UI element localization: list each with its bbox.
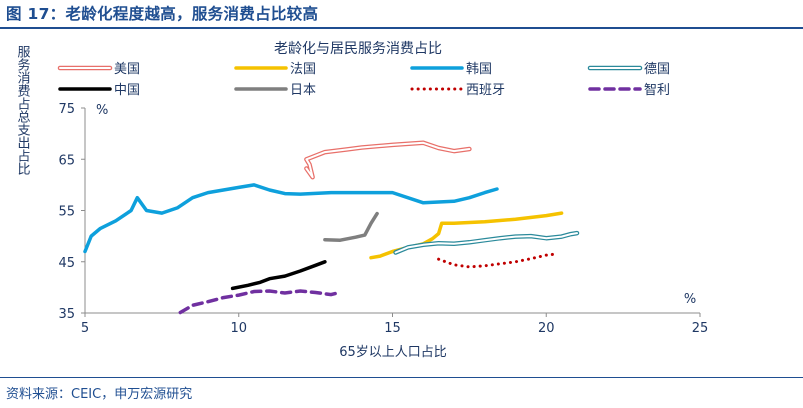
series-line-6 [437, 252, 557, 269]
y-tick-label: 55 [58, 205, 75, 220]
series-line-5 [323, 211, 379, 242]
y-tick-label: 65 [58, 153, 75, 168]
series-line-2 [83, 183, 499, 254]
x-tick-label: 15 [384, 321, 401, 336]
series-line-0 [304, 140, 472, 180]
series-line-1 [369, 211, 564, 260]
axis-ticks: 5 10 15 20 25 35 45 55 65 75 [58, 102, 708, 336]
legend-label-6: 西班牙 [466, 83, 505, 98]
legend-label-1: 法国 [290, 62, 316, 77]
series-line-4 [230, 260, 327, 291]
y-unit-label: % [96, 103, 108, 118]
x-unit-label: % [684, 292, 696, 307]
y-tick-label: 75 [58, 102, 75, 117]
legend-label-0: 美国 [114, 62, 140, 77]
y-tick-label: 45 [58, 256, 75, 271]
x-axis-label: 65岁以上人口占比 [339, 345, 447, 360]
series-group [83, 140, 580, 315]
y-tick-label: 35 [58, 307, 75, 322]
x-tick-label: 25 [692, 321, 709, 336]
figure-title: 图 17：老龄化程度越高，服务消费占比较高 [6, 5, 319, 23]
legend-label-5: 日本 [290, 83, 316, 98]
title-rule [0, 27, 803, 29]
legend-label-2: 韩国 [466, 62, 492, 77]
legend-label-7: 智利 [644, 83, 670, 98]
source-note: 资料来源：CEIC，申万宏源研究 [6, 387, 193, 402]
y-axis-label: 服务消费占总支出占比 [15, 45, 31, 176]
series-line-3 [393, 230, 580, 255]
legend-label-4: 中国 [114, 83, 140, 98]
legend-label-3: 德国 [644, 62, 670, 77]
x-tick-label: 10 [230, 321, 247, 336]
series-line-7 [178, 289, 339, 315]
footer-rule [0, 377, 803, 378]
x-tick-label: 20 [538, 321, 555, 336]
chart-title: 老龄化与居民服务消费占比 [274, 41, 442, 57]
x-tick-label: 5 [81, 321, 89, 336]
